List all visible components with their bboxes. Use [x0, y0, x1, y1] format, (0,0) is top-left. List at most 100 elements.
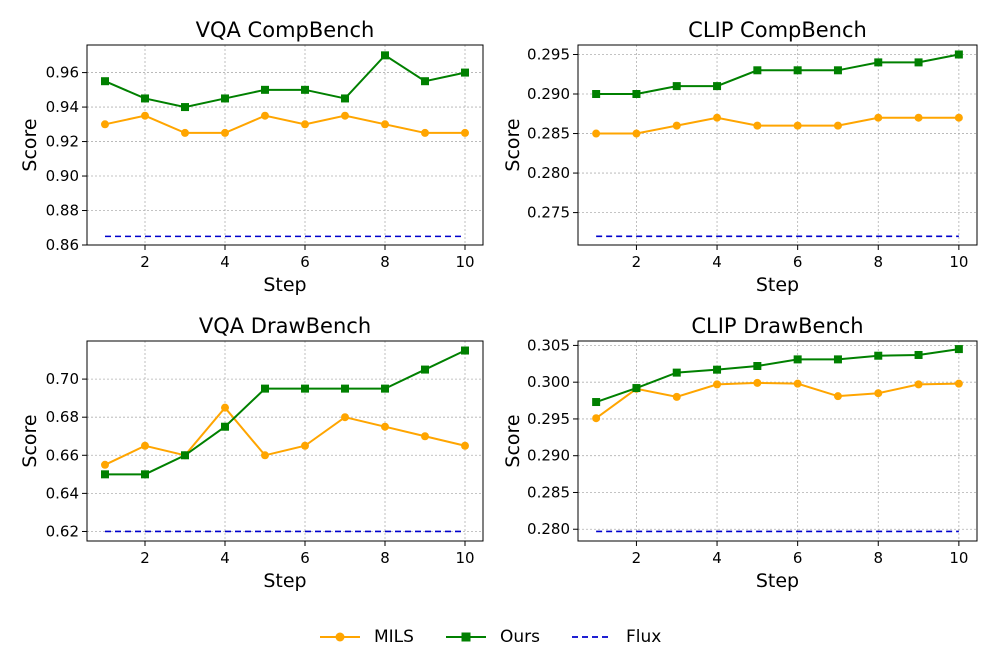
- chart1-point-ours: [181, 103, 189, 112]
- chart1-series-ours-line: [104, 54, 466, 109]
- chart2-xtick-label: 2: [632, 253, 642, 271]
- chart4-xtick-label: 10: [949, 549, 968, 567]
- chart2-point-ours: [753, 66, 762, 75]
- chart1-point-ours: [261, 85, 269, 94]
- chart1-point-mils: [461, 128, 469, 137]
- chart3-frame: [86, 340, 484, 542]
- chart2-point-ours: [914, 58, 923, 67]
- chart1-point-ours: [421, 77, 429, 86]
- chart1-point-mils: [101, 120, 109, 129]
- chart4-series-mils-line: [595, 381, 959, 420]
- chart2-frame: [577, 44, 978, 246]
- chart2-ytick-label: 0.295: [527, 45, 570, 63]
- chart3-point-mils: [101, 460, 109, 469]
- chart1-point-ours: [221, 94, 229, 103]
- chart3-xtick-label: 8: [380, 549, 390, 567]
- chart2-point-ours: [874, 58, 883, 67]
- chart1-point-ours: [341, 94, 349, 103]
- chart2-point-ours: [672, 82, 681, 91]
- legend-item-mils: MILS: [320, 627, 414, 647]
- chart1-point-mils: [141, 111, 149, 120]
- chart4-ytick-label: 0.295: [527, 410, 570, 428]
- chart3-point-mils: [461, 441, 469, 450]
- chart2-point-mils: [914, 113, 923, 122]
- chart4-xlabel: Step: [756, 570, 799, 592]
- legend-item-flux: Flux: [571, 627, 662, 647]
- chart2-point-mils: [793, 121, 802, 130]
- chart4-point-mils: [592, 414, 601, 423]
- chart1-point-ours: [461, 68, 469, 77]
- chart1-ytick-label: 0.94: [46, 98, 79, 116]
- chart3-point-ours: [301, 384, 309, 393]
- chart2-point-mils: [753, 121, 762, 130]
- chart2-point-ours: [833, 66, 842, 75]
- chart4-xtick-label: 6: [793, 549, 803, 567]
- chart1-point-mils: [421, 128, 429, 137]
- chart1-xtick-label: 2: [140, 253, 150, 271]
- chart2-ylabel: Score: [502, 118, 524, 171]
- chart4-frame: [577, 340, 978, 542]
- chart1-point-mils: [341, 111, 349, 120]
- chart1-xtick-label: 10: [455, 253, 474, 271]
- chart3-point-ours: [381, 384, 389, 393]
- chart4-point-mils: [793, 379, 802, 388]
- chart4-ytick-label: 0.290: [527, 447, 570, 465]
- chart3-series-ours-line: [105, 349, 466, 476]
- chart3-ytick-label: 0.66: [46, 446, 79, 464]
- chart4-point-mils: [954, 379, 963, 388]
- chart4-point-ours: [753, 362, 762, 370]
- chart3-ytick-label: 0.64: [46, 484, 79, 502]
- chart4-point-ours: [833, 355, 842, 364]
- chart3-xtick-label: 6: [300, 549, 310, 567]
- chart2-point-mils: [713, 113, 722, 122]
- chart3-point-ours: [141, 470, 149, 479]
- chart1-point-mils: [261, 111, 269, 120]
- chart3-ylabel: Score: [19, 414, 41, 467]
- chart1-ytick-label: 0.96: [46, 64, 79, 82]
- chart1-ytick-label: 0.88: [46, 202, 79, 220]
- chart4-point-mils: [672, 392, 681, 401]
- chart3-point-ours: [341, 384, 349, 393]
- chart1-point-ours: [141, 94, 149, 103]
- chart3-point-ours: [101, 470, 109, 479]
- legend-marker-flux: [571, 636, 612, 638]
- chart4-ylabel: Score: [502, 414, 524, 467]
- chart2-ytick-label: 0.275: [527, 204, 570, 222]
- chart2-xlabel: Step: [756, 274, 799, 296]
- chart4-point-mils: [753, 378, 762, 387]
- legend-label-ours: Ours: [499, 627, 540, 647]
- chart4-point-mils: [874, 389, 883, 398]
- legend-marker-mils: [320, 632, 360, 642]
- chart2-point-mils: [592, 129, 601, 138]
- chart4-title: CLIP DrawBench: [691, 314, 863, 338]
- legend-marker-ours: [445, 632, 486, 642]
- chart1-point-ours: [301, 85, 309, 94]
- chart4-xtick-label: 2: [632, 549, 642, 567]
- chart2-xtick-label: 8: [873, 253, 883, 271]
- chart4-ytick-label: 0.305: [527, 336, 570, 354]
- chart2-point-ours: [592, 90, 601, 99]
- chart1-xtick-label: 6: [300, 253, 310, 271]
- chart2-point-mils: [874, 113, 883, 122]
- legend-label-flux: Flux: [625, 627, 662, 647]
- chart3-point-mils: [301, 441, 309, 450]
- chart2-xtick-label: 6: [793, 253, 803, 271]
- chart3-title: VQA DrawBench: [199, 314, 371, 338]
- legend: MILS Ours Flux: [320, 624, 693, 650]
- chart1-ytick-label: 0.92: [46, 133, 79, 151]
- chart1-xtick-label: 8: [380, 253, 390, 271]
- chart3-series-mils-line: [104, 406, 466, 466]
- chart4-ytick-label: 0.280: [527, 520, 570, 538]
- chart3-xtick-label: 10: [455, 549, 474, 567]
- chart2-point-mils: [632, 129, 641, 138]
- chart1-point-mils: [221, 128, 229, 137]
- chart4-point-mils: [713, 380, 722, 389]
- legend-item-ours: Ours: [445, 627, 540, 647]
- chart3-xlabel: Step: [263, 570, 306, 592]
- chart3-point-ours: [261, 384, 269, 393]
- chart2-point-ours: [954, 50, 963, 59]
- chart4-point-ours: [632, 384, 641, 393]
- chart3-point-ours: [421, 365, 429, 374]
- chart3-ytick-label: 0.70: [46, 370, 79, 388]
- chart3-ytick-label: 0.62: [46, 522, 79, 540]
